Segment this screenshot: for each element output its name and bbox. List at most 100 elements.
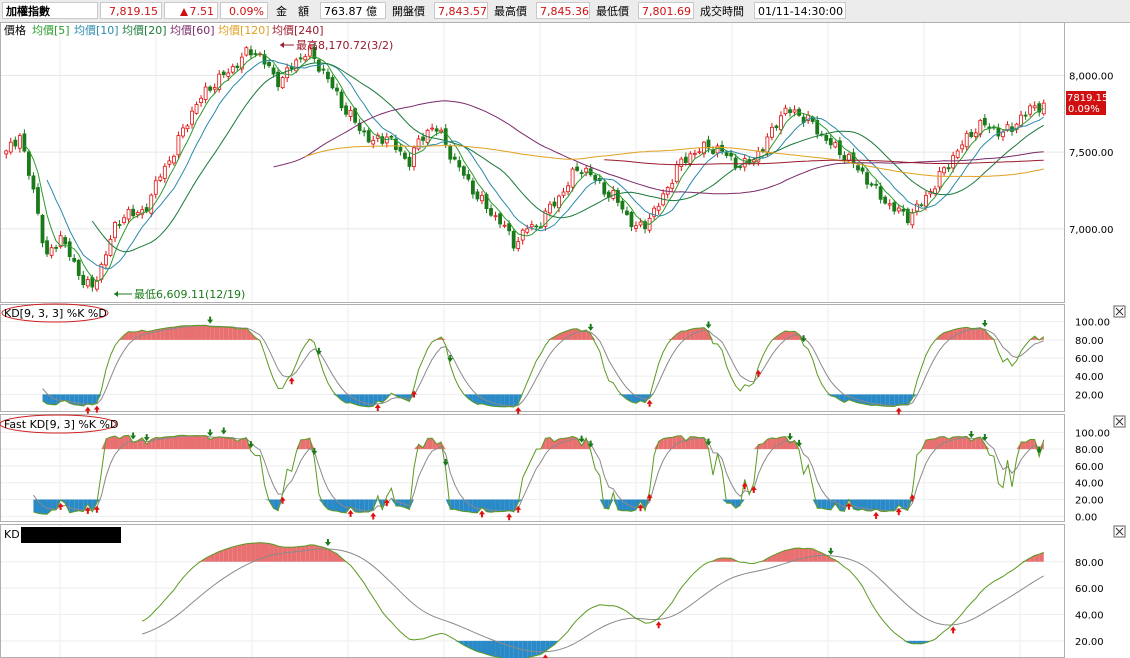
low-arrow-icon — [114, 291, 118, 297]
fastkd-oversold-fill — [264, 499, 270, 501]
kd-tick-label: 40.00 — [1075, 372, 1104, 383]
kd-oversold-fill — [96, 394, 102, 403]
kd3-overbought-fill — [1039, 552, 1044, 562]
kd3-overbought-fill — [327, 548, 333, 562]
fastkd-oversold-fill — [817, 499, 822, 509]
ma10-legend: 均價[10] — [74, 23, 119, 37]
kd-oversold-fill — [631, 394, 636, 404]
kd-tick-label: 100.00 — [1075, 318, 1110, 329]
fastkd-oversold-fill — [885, 499, 890, 512]
fastkd-overbought-fill — [771, 437, 777, 450]
buy-signal-icon — [57, 502, 64, 510]
buy-signal-icon — [646, 493, 653, 501]
candle-body — [770, 126, 774, 138]
candle-body — [593, 175, 598, 181]
candle-body — [683, 156, 688, 163]
buy-signal-icon — [93, 505, 100, 513]
fastkd-overbought-fill — [762, 439, 768, 450]
sell-signal-icon — [311, 447, 318, 455]
fastkd-tick-label: 0.00 — [1075, 512, 1097, 523]
kd-overbought-fill — [232, 327, 238, 340]
sell-signal-icon — [447, 355, 454, 363]
fastkd-oversold-fill — [898, 499, 904, 509]
candle-body — [529, 224, 534, 228]
kd3-overbought-fill — [255, 542, 260, 562]
kd3-overbought-fill — [812, 548, 818, 562]
sell-signal-icon — [587, 323, 594, 331]
candle-body — [176, 135, 181, 156]
candle-body — [1019, 114, 1023, 126]
kd-overbought-fill — [568, 329, 573, 340]
kd3-overbought-fill — [241, 543, 247, 562]
fastkd-close-button[interactable] — [1113, 415, 1126, 428]
candle-body — [140, 209, 145, 215]
fastkd-overbought-fill — [975, 437, 981, 450]
fastkd-oversold-fill — [880, 499, 886, 512]
candle-body — [692, 152, 697, 155]
fastkd-overbought-fill — [966, 436, 972, 450]
candle-body — [321, 68, 326, 71]
fastkd-overbought-fill — [925, 439, 931, 450]
candle-body — [122, 217, 126, 224]
kd-close-button[interactable] — [1113, 305, 1126, 318]
candle-body — [31, 175, 36, 190]
buy-signal-icon — [909, 494, 916, 502]
candle-body — [27, 151, 31, 176]
sell-signal-icon — [705, 321, 712, 329]
candle-body — [697, 151, 702, 154]
candle-body — [955, 150, 960, 158]
buy-signal-icon — [347, 509, 354, 517]
price-tick-label: 7,000.00 — [1069, 225, 1114, 236]
candle-body — [724, 152, 729, 156]
candle-body — [58, 235, 63, 248]
kd3-oversold-fill — [536, 640, 541, 656]
candle-body — [452, 156, 457, 160]
kd-oversold-fill — [857, 394, 863, 404]
candle-body — [470, 180, 475, 195]
kd3-overbought-fill — [1034, 554, 1040, 562]
high-value: 7,845.36 — [536, 2, 590, 19]
candle-body — [162, 165, 167, 179]
candle-body — [276, 71, 280, 88]
kd3-overbought-fill — [780, 550, 786, 562]
candle-body — [131, 208, 136, 217]
fastkd-oversold-fill — [853, 499, 858, 511]
candle-body — [235, 65, 240, 68]
kd-overbought-fill — [971, 328, 976, 340]
kd3-panel[interactable] — [0, 524, 1065, 658]
kd3-close-button[interactable] — [1113, 525, 1126, 538]
open-value: 7,843.57 — [434, 2, 488, 19]
candle-body — [833, 142, 838, 148]
kd-overbought-fill — [241, 328, 247, 340]
fastkd-overbought-fill — [654, 441, 659, 450]
kd3-oversold-fill — [540, 640, 546, 655]
last-price-tag-value: 7819.15 — [1067, 93, 1108, 104]
candle-body — [357, 122, 362, 131]
redacted-label — [21, 527, 121, 543]
fastkd-overbought-fill — [219, 436, 224, 450]
fastkd-overbought-fill — [563, 437, 569, 450]
candle-body — [960, 144, 965, 150]
fastkd-overbought-fill — [187, 435, 193, 450]
candle-body — [45, 240, 49, 255]
candle-body — [860, 167, 865, 172]
kd-overbought-fill — [305, 339, 310, 340]
kd3-overbought-fill — [259, 542, 265, 562]
trade-time: 01/11-14:30:00 — [754, 2, 846, 19]
kd-overbought-fill — [554, 334, 559, 340]
buy-signal-icon — [84, 506, 91, 514]
last-price-tag-pct: 0.09% — [1068, 104, 1100, 115]
candle-body — [919, 204, 924, 207]
kd-overbought-fill — [146, 330, 152, 340]
kd3-overbought-fill — [305, 544, 310, 562]
candle-body — [430, 127, 435, 130]
fastkd-overbought-fill — [169, 436, 174, 450]
price-panel[interactable] — [0, 22, 1065, 303]
low-annotation: 最低6,609.11(12/19) — [134, 288, 245, 301]
kd-oversold-fill — [504, 394, 510, 407]
candle-body — [348, 109, 353, 117]
fastkd-oversold-fill — [867, 499, 872, 512]
candle-body — [335, 87, 339, 92]
buy-signal-icon — [750, 486, 757, 494]
chart-area[interactable]: 8,000.00 7,500.00 7,000.00 100.00 80.00 60.00… — [0, 22, 1130, 658]
